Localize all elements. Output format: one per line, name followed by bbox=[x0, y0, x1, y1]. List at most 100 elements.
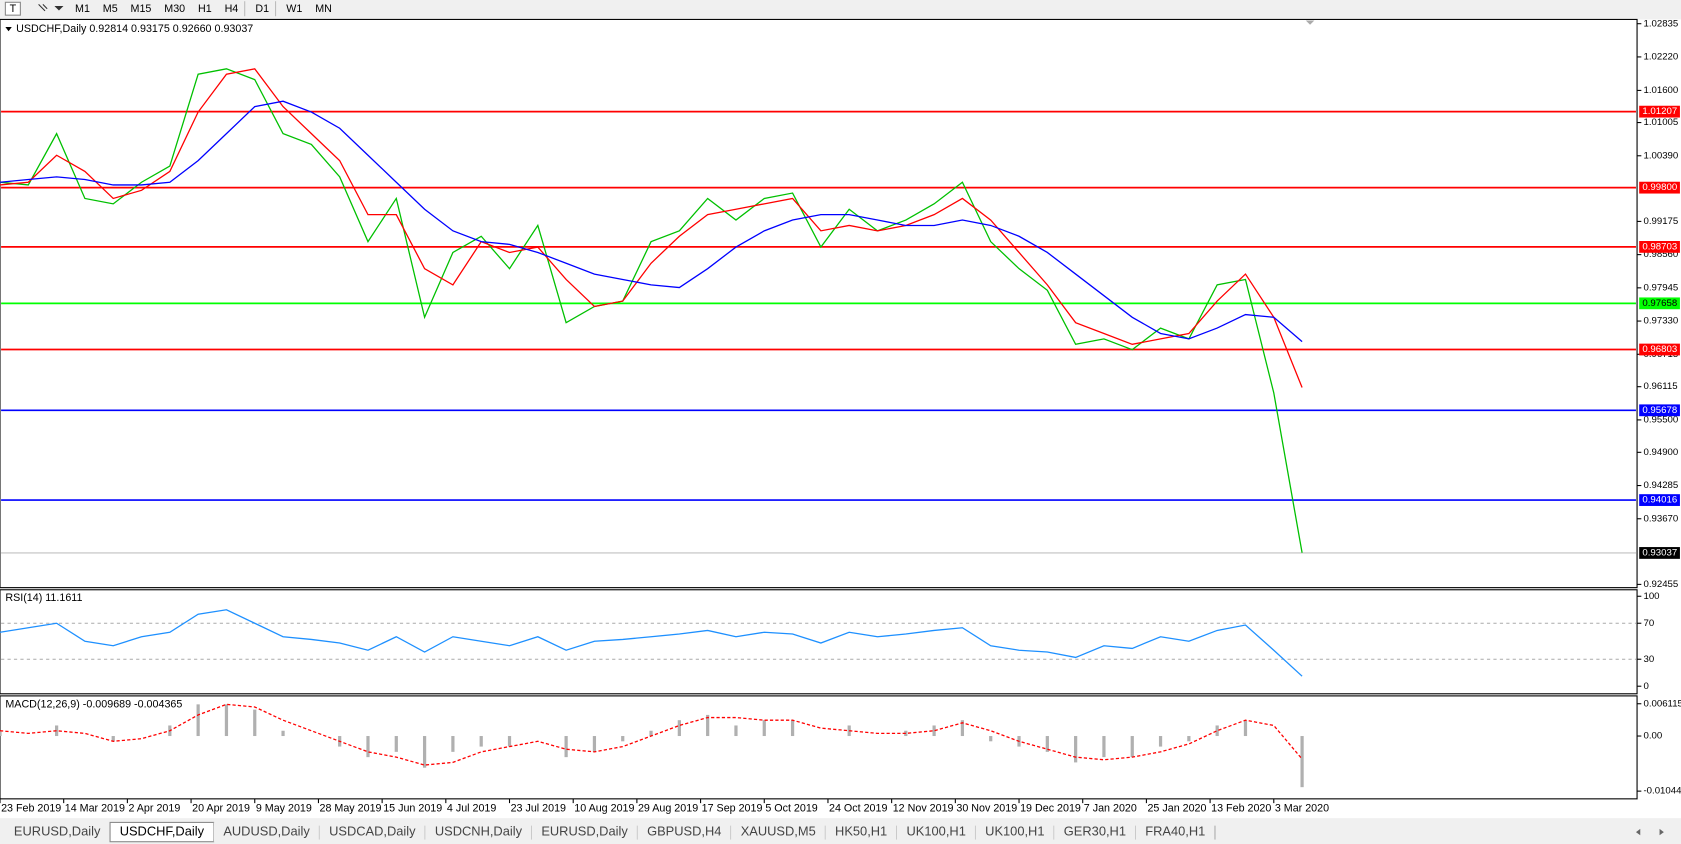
tab-label[interactable]: USDCNH,Daily bbox=[435, 823, 523, 838]
tab[interactable] bbox=[213, 822, 320, 842]
price-level-label: 0.93037 bbox=[1642, 548, 1677, 559]
x-tick-label: 15 Jun 2019 bbox=[383, 802, 442, 814]
price-level-label: 0.96803 bbox=[1642, 344, 1677, 355]
y-tick-label: 0.93670 bbox=[1643, 513, 1678, 524]
x-tick-label: 25 Jan 2020 bbox=[1147, 802, 1206, 814]
price-level-box bbox=[1639, 181, 1680, 194]
timeframe-button[interactable]: W1 bbox=[286, 3, 302, 15]
tab[interactable] bbox=[825, 822, 897, 842]
series-line bbox=[0, 68, 1303, 388]
x-tick-label: 4 Jul 2019 bbox=[447, 802, 497, 814]
y-tick-label: 0.95500 bbox=[1643, 414, 1678, 425]
timeframe-button[interactable]: H4 bbox=[225, 3, 239, 15]
tab[interactable] bbox=[531, 822, 638, 842]
timeframe-button[interactable]: M15 bbox=[131, 3, 152, 15]
histogram-bar bbox=[790, 720, 795, 737]
header-arrow bbox=[5, 26, 12, 32]
price-level-box bbox=[1639, 241, 1680, 253]
tab-label[interactable]: USDCHF,Daily bbox=[120, 823, 205, 838]
x-tick-label: 23 Jul 2019 bbox=[511, 802, 566, 814]
x-tick-label: 2 Apr 2019 bbox=[128, 802, 180, 814]
tab[interactable] bbox=[637, 822, 732, 842]
histogram-bar bbox=[451, 736, 455, 752]
tab-label[interactable]: UK100,H1 bbox=[907, 823, 966, 838]
text-tool[interactable] bbox=[4, 1, 21, 16]
y-tick-label: -0.010441 bbox=[1643, 786, 1681, 797]
tab-label[interactable]: XAUUSD,M5 bbox=[741, 823, 816, 838]
tab-label[interactable]: UK100,H1 bbox=[985, 823, 1044, 838]
histogram-bar bbox=[0, 730, 2, 737]
x-tick-label: 12 Nov 2019 bbox=[893, 802, 954, 814]
x-tick-label: 24 Oct 2019 bbox=[829, 802, 887, 814]
x-tick-label: 17 Sep 2019 bbox=[702, 802, 763, 814]
shift-marker bbox=[1305, 20, 1315, 25]
y-tick-label: 0.94900 bbox=[1643, 447, 1678, 458]
y-tick-label: 0.96115 bbox=[1643, 381, 1677, 392]
histogram-bar bbox=[706, 714, 710, 737]
histogram-bar bbox=[196, 704, 200, 737]
tab[interactable] bbox=[896, 822, 976, 842]
time-scale bbox=[0, 799, 1681, 819]
y-tick-label: 0 bbox=[1643, 681, 1648, 692]
histogram-bar bbox=[479, 736, 483, 747]
histogram-bar bbox=[394, 736, 398, 752]
macd-panel bbox=[0, 695, 1638, 800]
tab-label[interactable]: GER30,H1 bbox=[1064, 823, 1126, 838]
tab-label[interactable]: USDCAD,Daily bbox=[329, 823, 416, 838]
tab[interactable] bbox=[731, 822, 826, 842]
tab[interactable] bbox=[4, 822, 111, 842]
y-tick-label: 1.01005 bbox=[1643, 117, 1678, 128]
histogram-bar bbox=[1130, 736, 1134, 758]
x-tick-label: 19 Dec 2019 bbox=[1020, 802, 1081, 814]
rsi-title: RSI(14) 11.1611 bbox=[5, 592, 82, 604]
x-tick-label: 20 Apr 2019 bbox=[192, 802, 250, 814]
histogram-bar bbox=[111, 736, 115, 742]
tab[interactable] bbox=[1135, 822, 1215, 842]
tab[interactable] bbox=[1054, 822, 1136, 842]
histogram-bar bbox=[253, 709, 257, 737]
histogram-bar bbox=[989, 736, 993, 742]
tab-label[interactable]: AUDUSD,Daily bbox=[223, 823, 310, 838]
histogram-bar bbox=[762, 720, 766, 737]
tab-label[interactable]: EURUSD,Daily bbox=[541, 823, 628, 838]
histogram-bar bbox=[960, 720, 965, 737]
price-level-box bbox=[1639, 494, 1680, 506]
histogram-bar bbox=[1243, 720, 1248, 737]
tab[interactable] bbox=[975, 822, 1055, 842]
histogram-bar bbox=[1045, 736, 1049, 752]
histogram-bar bbox=[422, 736, 427, 768]
timeframe-button[interactable]: M1 bbox=[75, 3, 90, 15]
price-level-box bbox=[1639, 343, 1680, 356]
timeframe-button[interactable]: MN bbox=[315, 3, 332, 15]
tools-dropdown[interactable] bbox=[38, 4, 64, 12]
price-level-label: 0.97658 bbox=[1642, 298, 1677, 309]
x-tick-label: 5 Oct 2019 bbox=[765, 802, 817, 814]
tab-label[interactable]: GBPUSD,H4 bbox=[647, 823, 721, 838]
histogram-bar bbox=[224, 704, 229, 737]
timeframe-button[interactable]: M30 bbox=[164, 3, 185, 15]
histogram-bar bbox=[366, 736, 370, 758]
timeframe-button[interactable]: H1 bbox=[198, 3, 212, 15]
price-level-box bbox=[1639, 105, 1680, 118]
x-tick-label: 9 May 2019 bbox=[256, 802, 312, 814]
y-tick-label: 0.97330 bbox=[1643, 316, 1678, 327]
price-level-label: 0.94016 bbox=[1642, 495, 1677, 506]
histogram-bar bbox=[281, 730, 285, 737]
tab[interactable] bbox=[425, 822, 532, 842]
y-tick-label: 0.98560 bbox=[1643, 249, 1678, 260]
text-tool-icon: T bbox=[10, 3, 17, 15]
tab-label[interactable]: EURUSD,Daily bbox=[14, 823, 101, 838]
y-tick-label: 1.02835 bbox=[1643, 18, 1678, 29]
price-level-box bbox=[1639, 404, 1680, 417]
tab[interactable] bbox=[319, 822, 426, 842]
histogram-bar bbox=[1215, 725, 1219, 737]
y-tick-label: 70 bbox=[1643, 618, 1654, 629]
timeframe-button[interactable]: D1 bbox=[255, 3, 269, 15]
timeframe-button[interactable]: M5 bbox=[103, 3, 118, 15]
x-tick-label: 7 Jan 2020 bbox=[1084, 802, 1137, 814]
tab-label[interactable]: HK50,H1 bbox=[835, 823, 887, 838]
x-tick-label: 28 May 2019 bbox=[320, 802, 382, 814]
tab-label[interactable]: FRA40,H1 bbox=[1145, 823, 1205, 838]
histogram-bar bbox=[1187, 736, 1191, 742]
